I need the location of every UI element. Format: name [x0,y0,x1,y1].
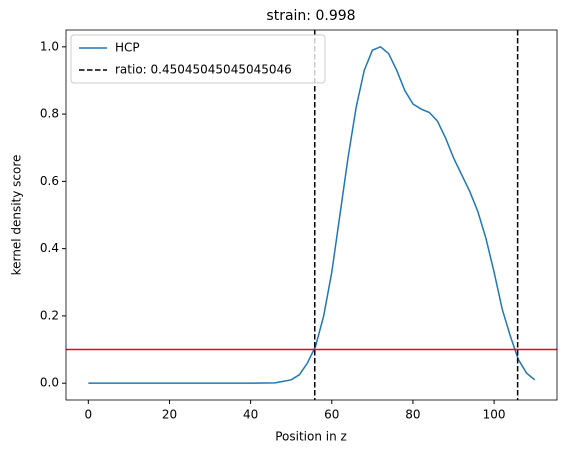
y-axis-label: kernel density score [10,155,24,276]
legend-box [70,34,326,84]
y-tick-label: 0.2 [40,308,59,322]
y-tick-label: 0.8 [40,107,59,121]
x-tick-label: 20 [162,408,177,422]
x-axis-label: Position in z [275,430,347,444]
plot-frame [65,29,558,401]
x-tick-label: 80 [405,408,420,422]
y-tick-label: 0.4 [40,241,59,255]
chart-title: strain: 0.998 [266,8,355,24]
legend-label: HCP [115,41,140,55]
y-tick-label: 1.0 [40,39,59,53]
legend: HCP ratio: 0.45045045045045046 [70,34,326,84]
x-tick-label: 60 [324,408,339,422]
data-line [88,45,536,384]
x-tick-label: 40 [243,408,258,422]
x-tick-label: 100 [483,408,506,422]
y-tick-label: 0.6 [40,174,59,188]
y-tick-label: 0.0 [40,376,59,390]
legend-label: ratio: 0.45045045045045046 [115,63,292,77]
x-tick-label: 0 [84,408,92,422]
